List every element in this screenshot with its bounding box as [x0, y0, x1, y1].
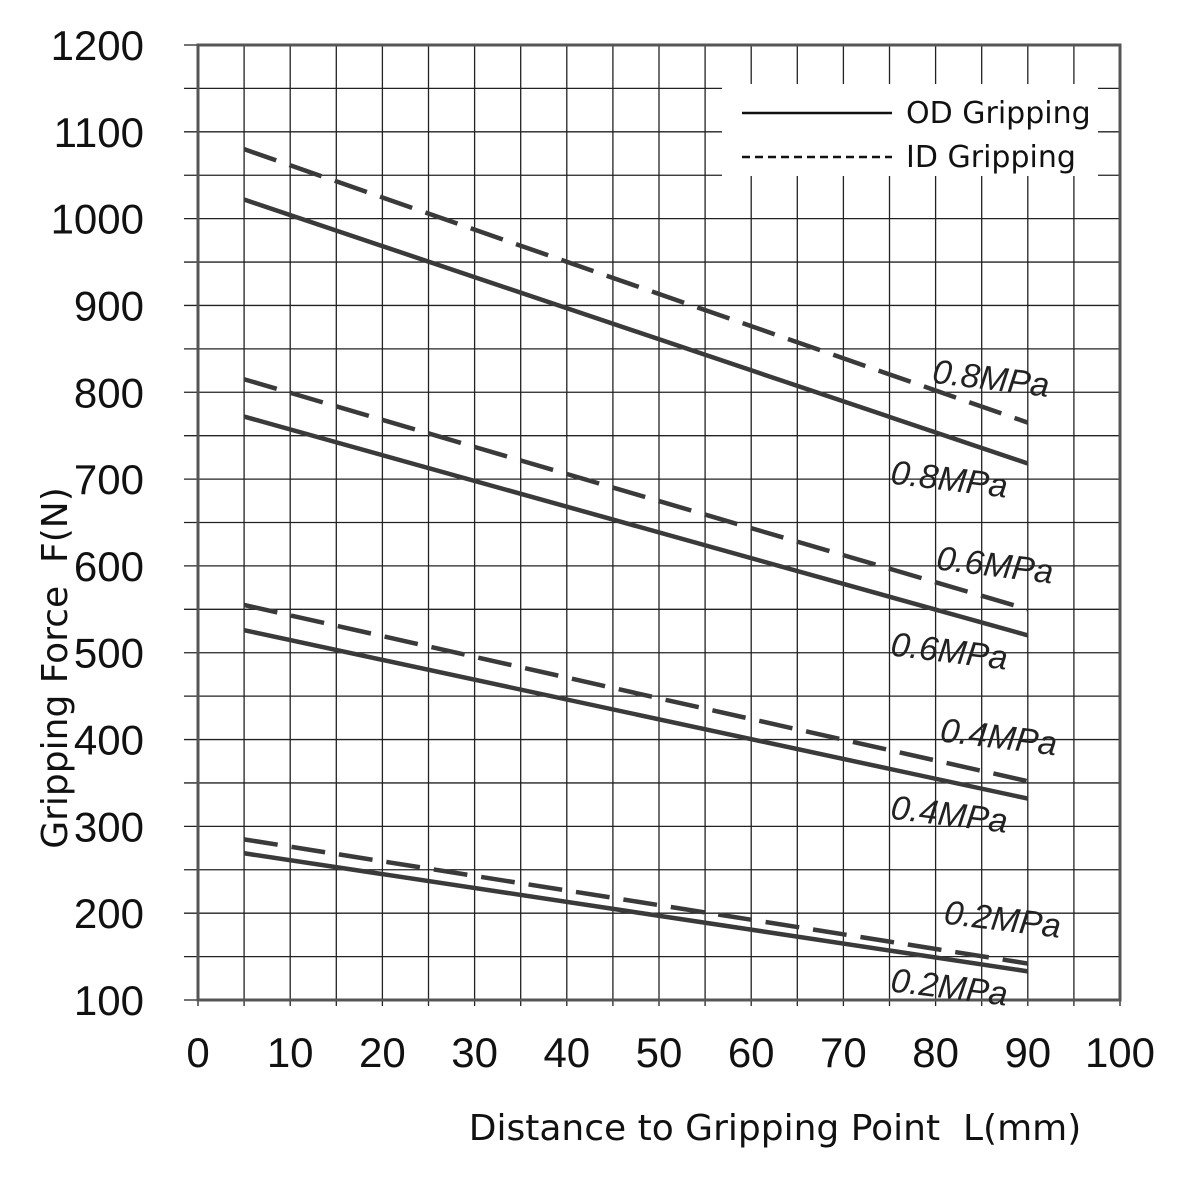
y-tick-label: 900: [74, 282, 144, 329]
od-gripping-line-0-8mpa: [243, 197, 1029, 466]
x-tick-label: 100: [1085, 1029, 1155, 1076]
series-label: 0.6MPa: [935, 540, 1056, 592]
x-tick-label: 80: [912, 1029, 959, 1076]
id-gripping-line-0-6mpa: [243, 377, 1029, 612]
x-tick-label: 60: [728, 1029, 775, 1076]
od-gripping-line-0-4mpa: [243, 627, 1029, 801]
legend: OD Gripping ID Gripping: [722, 84, 1098, 176]
od-gripping-line-0-2mpa: [243, 851, 1029, 974]
y-tick-label: 300: [74, 803, 144, 850]
y-axis-title: Gripping Force F(N): [35, 487, 76, 849]
y-tick-label: 1100: [54, 109, 144, 156]
y-tick-labels: 100 200 300 400 500 600 700 800 900 1000 1100 1200: [51, 22, 144, 1024]
legend-label-id: ID Gripping: [906, 140, 1076, 175]
series-label: 0.8MPa: [889, 454, 1010, 506]
od-gripping-line-0-6mpa: [243, 414, 1029, 638]
grid: [184, 44, 1121, 1006]
plot-frame: [196, 43, 1122, 1002]
y-tick-label: 1200: [51, 22, 144, 69]
y-tick-label: 400: [74, 717, 144, 764]
series-label: 0.2MPa: [889, 962, 1010, 1014]
id-gripping-line-0-8mpa: [243, 147, 1029, 425]
legend-label-od: OD Gripping: [906, 96, 1091, 131]
x-tick-label: 30: [451, 1029, 498, 1076]
legend-box: [722, 84, 1098, 176]
x-tick-label: 40: [543, 1029, 590, 1076]
y-tick-label: 200: [74, 890, 144, 937]
y-tick-label: 600: [74, 543, 144, 590]
series-lines: [243, 147, 1029, 974]
x-tick-label: 0: [186, 1029, 209, 1076]
x-tick-label: 90: [1004, 1029, 1051, 1076]
x-axis-title: Distance to Gripping Point L(mm): [469, 1108, 1082, 1149]
series-label: 0.2MPa: [942, 894, 1063, 946]
y-tick-label: 800: [74, 369, 144, 416]
id-gripping-line-0-2mpa: [243, 837, 1029, 966]
x-tick-label: 20: [359, 1029, 406, 1076]
x-tick-labels: 0 10 20 30 40 50 60 70 80 90 100: [186, 1029, 1155, 1076]
series-label: 0.4MPa: [938, 711, 1059, 763]
id-gripping-line-0-4mpa: [243, 602, 1029, 784]
y-tick-label: 700: [74, 456, 144, 503]
x-tick-label: 70: [820, 1029, 867, 1076]
y-tick-label: 100: [74, 977, 144, 1024]
x-tick-label: 50: [636, 1029, 683, 1076]
y-tick-label: 1000: [51, 196, 144, 243]
series-labels: 0.8MPa0.8MPa0.6MPa0.6MPa0.4MPa0.4MPa0.2M…: [889, 353, 1063, 1014]
series-label: 0.6MPa: [889, 626, 1010, 678]
y-tick-label: 500: [74, 630, 144, 677]
series-label: 0.4MPa: [889, 789, 1010, 841]
x-tick-label: 10: [267, 1029, 314, 1076]
